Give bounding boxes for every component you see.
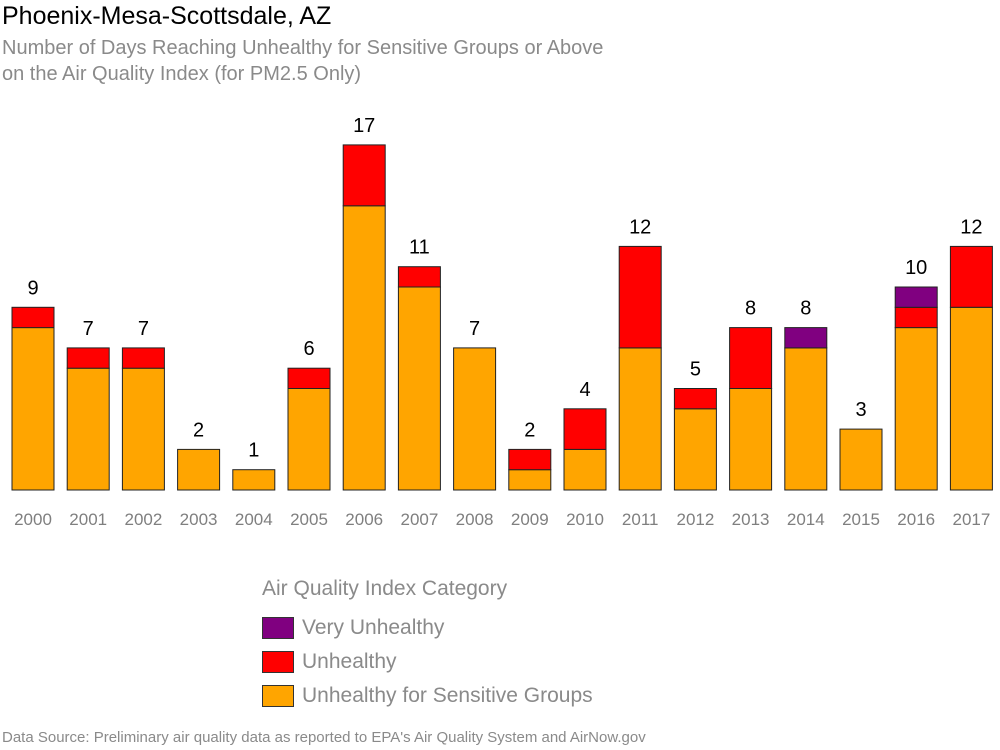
- bar-2010-unhealthy: [563, 408, 607, 450]
- data-label-2000: 9: [27, 277, 38, 299]
- x-tick-2011: 2011: [622, 510, 659, 529]
- bar-2014-very-unhealthy: [784, 327, 828, 349]
- legend-label-unhealthy: Unhealthy: [302, 650, 397, 673]
- bar-2006-unhealthy-for-sensitive-groups: [342, 205, 386, 491]
- data-label-2012: 5: [690, 359, 701, 381]
- chart-subtitle-line-2: on the Air Quality Index (for PM2.5 Only…: [2, 63, 362, 85]
- x-tick-2003: 2003: [180, 510, 218, 529]
- bar-2017-unhealthy: [949, 245, 993, 308]
- bar-2010-unhealthy-for-sensitive-groups: [563, 448, 607, 491]
- bar-2001-unhealthy-for-sensitive-groups: [66, 367, 110, 491]
- legend-item-very-unhealthy: Very Unhealthy: [262, 611, 593, 645]
- bar-2007-unhealthy-for-sensitive-groups: [397, 286, 441, 491]
- bar-2012-unhealthy-for-sensitive-groups: [673, 408, 717, 491]
- bar-2011-unhealthy-for-sensitive-groups: [618, 347, 662, 491]
- data-label-2005: 6: [303, 338, 314, 360]
- legend: Air Quality Index Category Very Unhealth…: [262, 577, 593, 713]
- bar-2000-unhealthy-for-sensitive-groups: [11, 327, 55, 491]
- data-label-2014: 8: [800, 298, 811, 320]
- bar-2016-very-unhealthy: [894, 286, 938, 308]
- legend-item-unhealthy: Unhealthy: [262, 645, 593, 679]
- stacked-bar-chart: 9 2000 7 2001 7 2002 2 2003 1 2004 6 2005 17 2006 11 20…: [11, 115, 993, 529]
- data-label-2013: 8: [745, 298, 756, 320]
- bar-2015-unhealthy-for-sensitive-groups: [839, 428, 883, 491]
- x-tick-2010: 2010: [566, 510, 604, 529]
- bar-2005-unhealthy: [287, 367, 331, 390]
- x-tick-2014: 2014: [787, 510, 825, 529]
- bar-2014-unhealthy-for-sensitive-groups: [784, 347, 828, 491]
- x-tick-2012: 2012: [676, 510, 714, 529]
- data-label-2003: 2: [193, 419, 204, 441]
- x-tick-2008: 2008: [456, 510, 494, 529]
- bar-2002-unhealthy-for-sensitive-groups: [121, 367, 165, 491]
- bar-2008-unhealthy-for-sensitive-groups: [453, 347, 497, 491]
- bar-2012-unhealthy: [673, 388, 717, 410]
- data-label-2006: 17: [353, 115, 375, 137]
- data-label-2017: 12: [960, 216, 982, 238]
- x-tick-2016: 2016: [897, 510, 935, 529]
- legend-swatch-unhealthy: [262, 651, 294, 673]
- data-label-2016: 10: [905, 257, 927, 279]
- data-source-note: Data Source: Preliminary air quality dat…: [2, 729, 646, 746]
- x-tick-2007: 2007: [400, 510, 438, 529]
- legend-item-unhealthy-sensitive: Unhealthy for Sensitive Groups: [262, 679, 593, 713]
- bar-2005-unhealthy-for-sensitive-groups: [287, 388, 331, 491]
- data-label-2001: 7: [83, 318, 94, 340]
- x-tick-2015: 2015: [842, 510, 880, 529]
- x-tick-2001: 2001: [69, 510, 107, 529]
- data-label-2010: 4: [579, 379, 590, 401]
- data-label-2002: 7: [138, 318, 149, 340]
- bar-2007-unhealthy: [397, 266, 441, 288]
- bar-2000-unhealthy: [11, 306, 55, 329]
- bar-2013-unhealthy-for-sensitive-groups: [729, 388, 773, 491]
- legend-label-very-unhealthy: Very Unhealthy: [302, 616, 445, 639]
- x-tick-2013: 2013: [732, 510, 770, 529]
- legend-swatch-unhealthy-sensitive: [262, 685, 294, 707]
- bar-2009-unhealthy-for-sensitive-groups: [508, 469, 552, 491]
- x-tick-2005: 2005: [290, 510, 328, 529]
- data-label-2015: 3: [855, 399, 866, 421]
- x-tick-2004: 2004: [235, 510, 273, 529]
- bar-2017-unhealthy-for-sensitive-groups: [949, 306, 993, 491]
- bar-2001-unhealthy: [66, 347, 110, 369]
- legend-label-unhealthy-sensitive: Unhealthy for Sensitive Groups: [302, 684, 593, 707]
- bar-2011-unhealthy: [618, 245, 662, 349]
- data-label-2007: 11: [409, 237, 430, 259]
- x-tick-2017: 2017: [952, 510, 990, 529]
- bar-2002-unhealthy: [121, 347, 165, 369]
- data-label-2004: 1: [248, 440, 259, 462]
- x-tick-2000: 2000: [14, 510, 52, 529]
- x-tick-2002: 2002: [124, 510, 162, 529]
- bar-2004-unhealthy-for-sensitive-groups: [232, 469, 276, 491]
- chart-title: Phoenix-Mesa-Scottsdale, AZ: [2, 2, 332, 30]
- bar-2006-unhealthy: [342, 144, 386, 207]
- bar-2016-unhealthy-for-sensitive-groups: [894, 327, 938, 491]
- bar-2016-unhealthy: [894, 306, 938, 329]
- bar-2013-unhealthy: [729, 327, 773, 390]
- legend-title: Air Quality Index Category: [262, 577, 508, 600]
- x-tick-2006: 2006: [345, 510, 383, 529]
- x-tick-2009: 2009: [511, 510, 549, 529]
- legend-swatch-very-unhealthy: [262, 617, 294, 639]
- bar-2009-unhealthy: [508, 448, 552, 471]
- data-label-2008: 7: [469, 318, 480, 340]
- data-label-2011: 12: [629, 216, 651, 238]
- chart-subtitle-line-1: Number of Days Reaching Unhealthy for Se…: [2, 37, 604, 59]
- bar-2003-unhealthy-for-sensitive-groups: [177, 448, 221, 491]
- data-label-2009: 2: [524, 419, 535, 441]
